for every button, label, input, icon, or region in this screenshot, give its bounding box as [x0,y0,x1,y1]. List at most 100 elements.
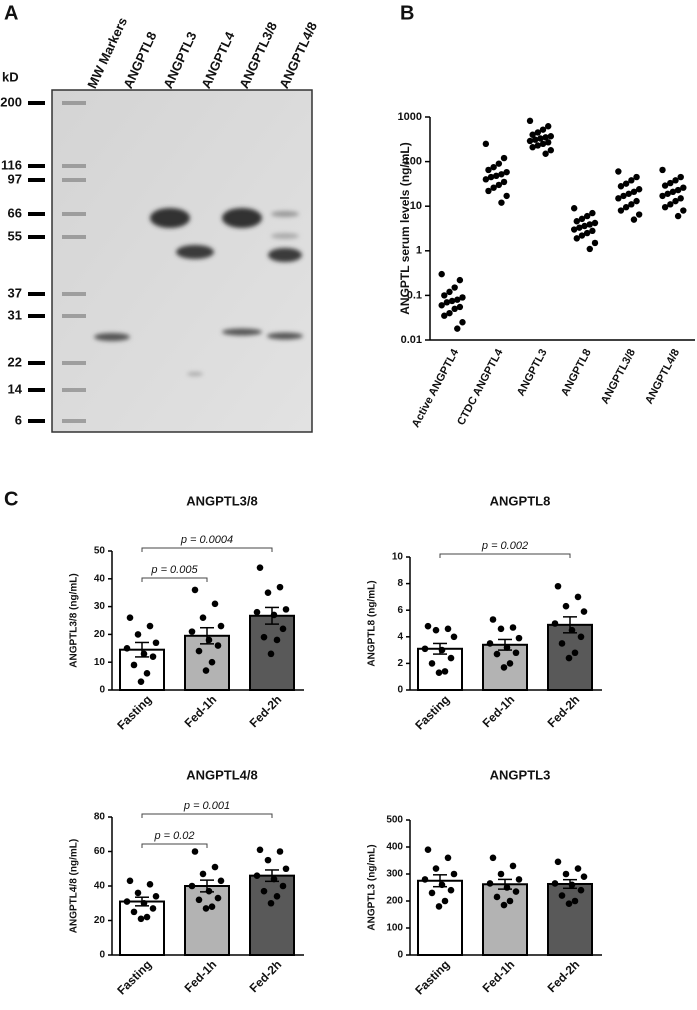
data-point [620,192,627,200]
data-point [568,626,576,634]
data-point [526,117,534,125]
data-point [659,166,666,174]
data-point [562,870,570,878]
data-point [529,144,536,151]
data-point [276,848,284,855]
data-point [217,622,225,630]
data-point [674,212,682,220]
y-tick-label: 40 [94,881,106,892]
data-point [152,893,160,900]
data-point [551,880,559,887]
y-tick-label: 500 [386,815,403,826]
y-tick-label: 400 [386,842,403,853]
marker-label: 116 [1,157,22,172]
data-point [591,219,599,227]
x-tick-label: Fasting [114,957,154,997]
data-point [493,650,501,658]
data-point [622,180,630,187]
data-point [282,606,290,613]
data-point [205,887,213,895]
y-axis-label: ANGPTL8 (ng/mL) [367,580,378,666]
data-point [580,873,588,880]
data-point [503,884,511,891]
x-tick-label: Fed-1h [480,692,518,730]
significance-bracket [141,577,208,582]
data-point [562,602,570,610]
y-tick-label: 10 [94,657,106,668]
data-point [661,182,669,189]
data-point [443,299,451,306]
lane-label: ANGPTL3 [160,29,199,90]
data-point [573,218,580,225]
bar [482,883,528,957]
data-point [438,646,446,654]
data-point [506,660,514,667]
data-point [276,583,284,591]
data-point [211,863,219,871]
y-tick-label: 80 [94,812,106,823]
data-point [664,190,671,197]
y-tick-label: 60 [94,846,106,857]
data-point [578,215,586,223]
data-point [149,905,157,912]
gel-bands [94,208,303,376]
data-point [498,199,505,206]
data-point [438,270,445,278]
marker-band [62,164,86,168]
x-tick-label: Fasting [114,692,154,732]
p-value: p = 0.0004 [180,534,233,546]
data-point [542,150,549,157]
data-point [577,886,585,894]
data-point [195,896,203,904]
data-point [545,123,552,130]
data-point [583,229,591,237]
data-point [509,624,517,631]
data-point [205,636,213,644]
y-axis-label: ANGPTL4/8 (ng/mL) [69,839,80,933]
data-point [674,186,682,194]
p-value: p = 0.02 [153,830,194,842]
data-point [526,137,534,145]
x-tick-label: Active ANGPTL4 [410,346,462,429]
data-point [583,212,591,220]
data-point [573,235,580,242]
panel-label: A [4,2,18,24]
marker-band [62,419,86,423]
y-tick-label: 0 [99,950,105,961]
data-point [495,181,503,189]
data-point [622,203,630,211]
data-point [680,207,687,214]
data-point [123,645,131,652]
data-point [424,846,432,853]
data-point [628,177,635,184]
data-point [515,876,523,883]
data-point [421,876,429,883]
data-point [435,903,443,910]
p-value: p = 0.001 [183,800,230,812]
data-point [273,636,281,644]
marker-band [62,235,86,239]
data-point [448,297,456,305]
marker-label: 22 [8,354,22,369]
x-tick-label: Fasting [412,692,452,732]
data-point [432,865,440,872]
data-point [487,173,495,181]
data-point [208,903,216,910]
data-point [576,224,583,231]
lane-label: ANGPTL3/8 [236,20,280,91]
bar [119,900,165,957]
x-tick-label: Fed-2h [545,692,583,730]
data-point [202,905,210,912]
marker-label: 31 [8,307,22,322]
x-tick-label: ANGPTL4/8 [643,347,682,406]
data-point [498,171,505,178]
marker-label: 66 [8,205,22,220]
data-point [625,190,632,197]
data-point [428,889,436,897]
data-point [565,900,573,907]
lane-label: ANGPTL4/8 [276,20,320,91]
chart-title: ANGPTL4/8 [186,767,258,782]
data-point [199,614,207,622]
data-point [571,897,579,905]
data-point [137,915,145,923]
